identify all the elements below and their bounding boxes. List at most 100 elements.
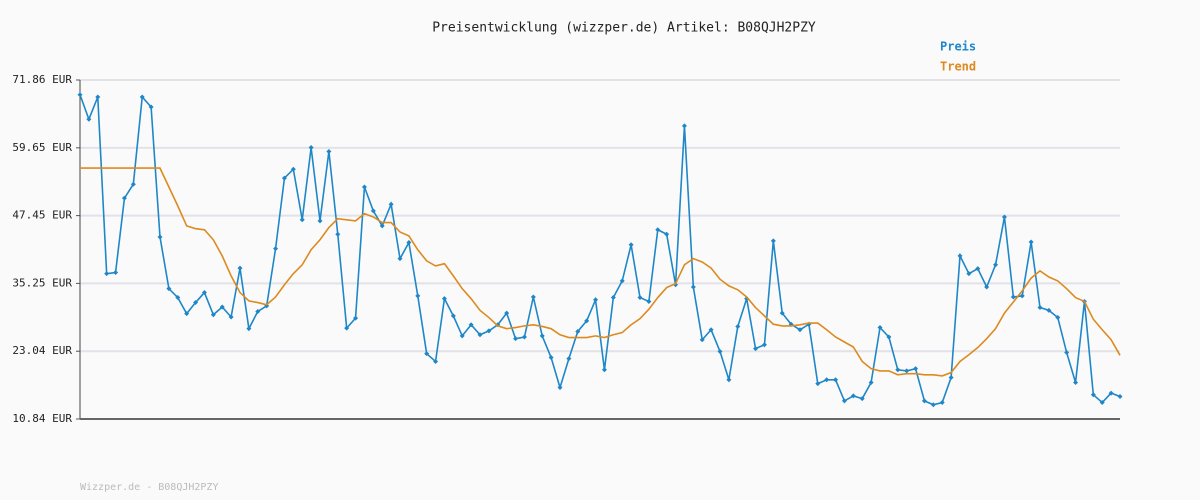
- point: [886, 334, 892, 340]
- point: [379, 223, 385, 229]
- point: [104, 271, 110, 277]
- y-tick-label: 47.45 EUR: [12, 209, 72, 222]
- point: [370, 208, 376, 214]
- point: [895, 367, 901, 373]
- point: [1099, 400, 1105, 406]
- point: [1073, 380, 1079, 386]
- point: [184, 311, 190, 317]
- point: [415, 293, 421, 299]
- point: [219, 304, 225, 310]
- point: [566, 356, 572, 362]
- point: [1001, 214, 1007, 220]
- point: [904, 368, 910, 374]
- point: [735, 323, 741, 329]
- point: [344, 325, 350, 331]
- point: [824, 377, 830, 383]
- point: [201, 290, 207, 296]
- point: [637, 295, 643, 301]
- point: [317, 218, 323, 224]
- point: [575, 328, 581, 334]
- point: [557, 385, 563, 391]
- point: [957, 253, 963, 259]
- point: [193, 300, 199, 306]
- point: [130, 181, 136, 187]
- point: [699, 337, 705, 343]
- point: [850, 393, 856, 399]
- point: [273, 246, 279, 252]
- point: [353, 315, 359, 321]
- point: [281, 175, 287, 181]
- point: [148, 104, 154, 110]
- point: [975, 266, 981, 272]
- point: [993, 262, 999, 268]
- point: [984, 284, 990, 290]
- point: [913, 366, 919, 372]
- point: [450, 313, 456, 319]
- point: [335, 231, 341, 237]
- point: [246, 326, 252, 332]
- point: [708, 327, 714, 333]
- point: [139, 94, 145, 100]
- point: [1010, 294, 1016, 300]
- point: [326, 148, 332, 154]
- point: [1046, 307, 1052, 313]
- point: [877, 325, 883, 331]
- point: [157, 234, 163, 240]
- point: [1055, 315, 1061, 321]
- point: [441, 296, 447, 302]
- point: [859, 396, 865, 402]
- point: [539, 333, 545, 339]
- point: [1064, 350, 1070, 356]
- series-line: [80, 167, 1121, 377]
- point: [388, 201, 394, 207]
- point: [628, 242, 634, 248]
- legend-label: Trend: [940, 60, 976, 74]
- point: [753, 346, 759, 352]
- point: [1028, 239, 1034, 245]
- point: [477, 332, 483, 338]
- y-tick-label: 71.86 EUR: [12, 73, 72, 86]
- point: [664, 231, 670, 237]
- series-line: [79, 94, 1121, 406]
- point: [646, 298, 652, 304]
- point: [361, 184, 367, 190]
- point: [681, 123, 687, 129]
- point: [939, 400, 945, 406]
- chart-title: Preisentwicklung (wizzper.de) Artikel: B…: [432, 21, 816, 36]
- point: [619, 278, 625, 284]
- point: [228, 314, 234, 320]
- point: [797, 327, 803, 333]
- point: [521, 334, 527, 340]
- point: [690, 284, 696, 290]
- point: [1019, 293, 1025, 299]
- point: [1090, 392, 1096, 398]
- point: [486, 328, 492, 334]
- point: [77, 92, 83, 98]
- point: [397, 256, 403, 262]
- point: [610, 295, 616, 301]
- point: [95, 94, 101, 100]
- point: [770, 238, 776, 244]
- point: [921, 398, 927, 404]
- point: [655, 227, 661, 233]
- point: [166, 286, 172, 292]
- point: [530, 294, 536, 300]
- point: [299, 217, 305, 223]
- point: [290, 166, 296, 172]
- y-tick-label: 23.04 EUR: [12, 344, 72, 357]
- point: [308, 145, 314, 151]
- point: [86, 116, 92, 122]
- point: [593, 297, 599, 303]
- point: [966, 271, 972, 277]
- footer: Wizzper.de - B08QJH2PZY: [80, 482, 218, 493]
- legend-label: Preis: [940, 40, 976, 54]
- point: [833, 377, 839, 383]
- y-tick-label: 35.25 EUR: [12, 276, 72, 289]
- point: [841, 398, 847, 404]
- point: [406, 240, 412, 246]
- point: [459, 333, 465, 339]
- point: [113, 270, 119, 276]
- point: [726, 377, 732, 383]
- point: [121, 195, 127, 201]
